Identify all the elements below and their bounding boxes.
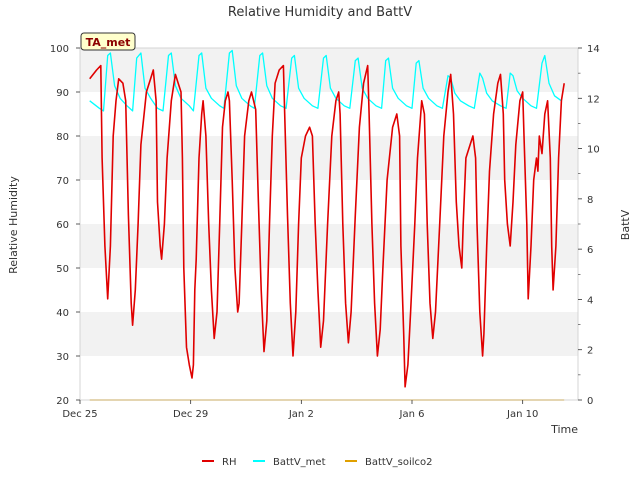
- y-left-tick-label: 30: [56, 352, 69, 363]
- legend-label: RH: [222, 457, 236, 468]
- grid-bands: [80, 48, 578, 356]
- legend-item-battv-soilco2: BattV_soilco2: [345, 457, 433, 468]
- y-left-tick-label: 90: [56, 88, 69, 99]
- y-right-tick-label: 10: [587, 145, 600, 156]
- x-tick-label: Jan 2: [288, 409, 314, 420]
- y-axis-right-label: BattV: [619, 209, 632, 240]
- y-right-tick-label: 0: [587, 396, 593, 407]
- legend: RH BattV_met BattV_soilco2: [202, 457, 433, 468]
- x-tick-label: Jan 10: [506, 409, 538, 420]
- grid-band: [80, 224, 578, 268]
- chart-title: Relative Humidity and BattV: [228, 5, 412, 20]
- y-right-tick-label: 12: [587, 94, 600, 105]
- annotation-badge: TA_met: [80, 32, 136, 51]
- y-right-tick-label: 14: [587, 44, 600, 55]
- y-right-tick-label: 2: [587, 346, 593, 357]
- legend-item-battv-met: BattV_met: [253, 457, 326, 468]
- x-tick-label: Dec 25: [62, 409, 97, 420]
- y-left-tick-label: 80: [56, 132, 69, 143]
- legend-label: BattV_met: [273, 457, 326, 468]
- y-left-tick-label: 60: [56, 220, 69, 231]
- y-left-tick-label: 20: [56, 396, 69, 407]
- y-left-tick-label: 40: [56, 308, 69, 319]
- y-right-tick-label: 6: [587, 245, 593, 256]
- annotation-text: TA_met: [86, 36, 131, 49]
- grid-band: [80, 312, 578, 356]
- y-right-tick-label: 4: [587, 295, 593, 306]
- axes: 20 30 40 50 60 70 80 90 100 0 2 4 6 8 10 12 14 Dec 25 Dec …: [50, 44, 600, 420]
- y-axis-left-label: Relative Humidity: [7, 176, 20, 274]
- y-left-tick-label: 70: [56, 176, 69, 187]
- grid-band: [80, 48, 578, 92]
- grid-band: [80, 136, 578, 180]
- y-left-tick-label: 100: [50, 44, 69, 55]
- series-line-battv-met: [89, 49, 562, 112]
- legend-item-rh: RH: [202, 457, 236, 468]
- legend-label: BattV_soilco2: [365, 457, 433, 468]
- series-line-rh: [89, 64, 565, 388]
- x-tick-label: Dec 29: [173, 409, 208, 420]
- annotation-box: [80, 32, 136, 51]
- x-tick-label: Jan 6: [399, 409, 425, 420]
- y-left-tick-label: 50: [56, 264, 69, 275]
- x-axis-label: Time: [550, 423, 578, 436]
- y-right-tick-label: 8: [587, 195, 593, 206]
